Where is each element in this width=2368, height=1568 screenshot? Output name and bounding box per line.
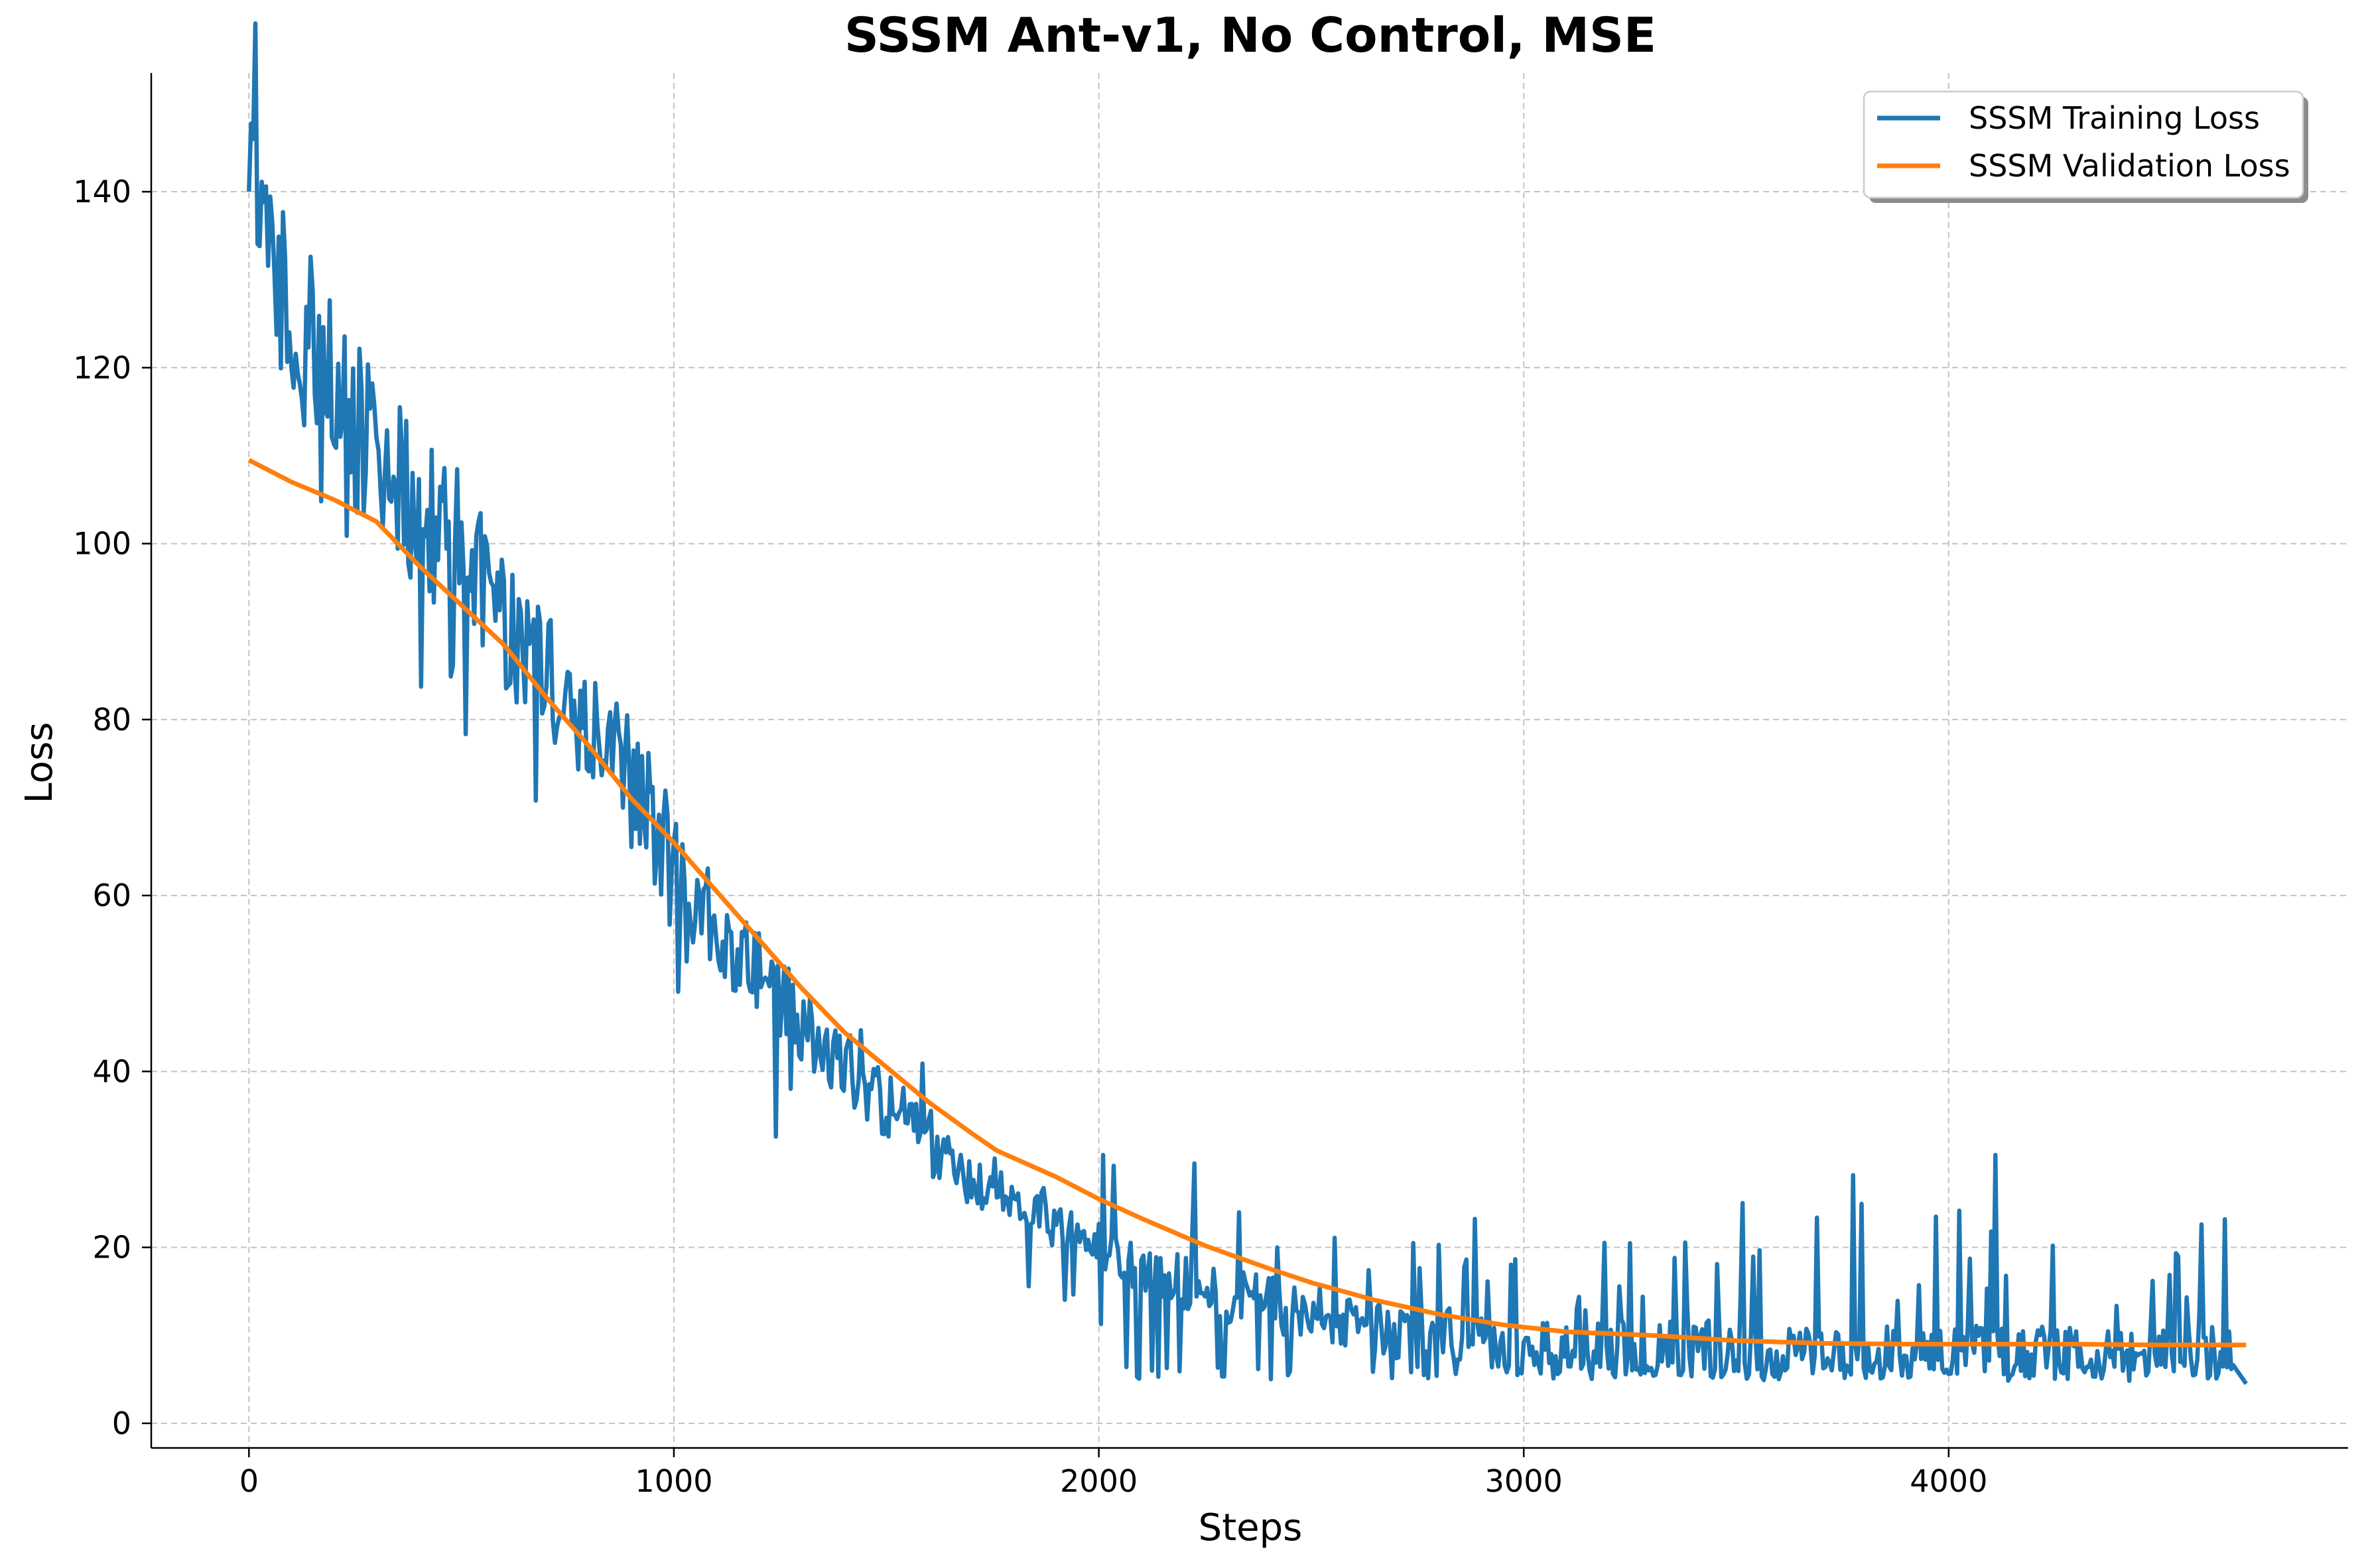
y-axis-label: Loss bbox=[18, 722, 61, 804]
x-tick-label: 2000 bbox=[1060, 1463, 1138, 1499]
x-axis-label: Steps bbox=[1199, 1506, 1303, 1549]
chart-title: SSSM Ant-v1, No Control, MSE bbox=[844, 7, 1656, 63]
x-tick-label: 3000 bbox=[1485, 1463, 1563, 1499]
y-tick-label: 80 bbox=[92, 702, 131, 738]
y-tick-label: 100 bbox=[73, 526, 131, 562]
legend-training-label: SSSM Training Loss bbox=[1969, 100, 2260, 136]
legend-validation-label: SSSM Validation Loss bbox=[1969, 148, 2290, 184]
legend-box bbox=[1863, 90, 2304, 199]
x-tick-label: 0 bbox=[239, 1463, 259, 1499]
y-tick-label: 60 bbox=[92, 878, 131, 913]
y-tick-label: 40 bbox=[92, 1053, 131, 1089]
validation-loss-line bbox=[247, 458, 2247, 1348]
legend: SSSM Training Loss SSSM Validation Loss bbox=[1863, 90, 2308, 203]
x-tick-label: 4000 bbox=[1910, 1463, 1987, 1499]
y-tick-label: 120 bbox=[73, 350, 131, 385]
training-loss-line bbox=[247, 21, 2248, 1386]
x-tick-label: 1000 bbox=[635, 1463, 712, 1499]
plot-area bbox=[247, 21, 2248, 1386]
y-tick-label: 0 bbox=[112, 1405, 131, 1441]
axis-ticks: 0 1000 2000 3000 4000 0 20 40 60 80 100 120 140 bbox=[73, 174, 1987, 1499]
y-tick-label: 140 bbox=[73, 174, 131, 210]
y-tick-label: 20 bbox=[92, 1230, 131, 1266]
